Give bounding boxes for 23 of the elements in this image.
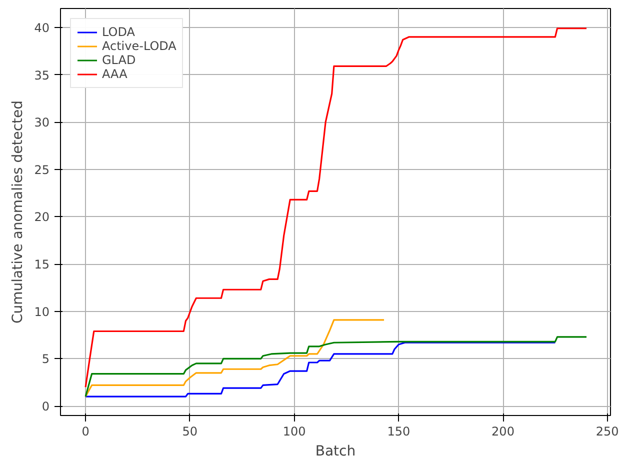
y-tick-label: 5: [42, 352, 50, 366]
x-tick-label: 100: [282, 424, 306, 438]
legend-label: GLAD: [102, 53, 136, 67]
y-axis-title: Cumulative anomalies detected: [10, 100, 26, 324]
legend-label: Active-LODA: [102, 39, 176, 53]
y-tick-label: 15: [34, 258, 50, 272]
x-tick-label: 50: [182, 424, 198, 438]
y-tick-label: 0: [42, 400, 50, 414]
line-series: [84, 28, 588, 388]
x-tick-label: 250: [596, 424, 619, 438]
y-tick-label: 10: [34, 304, 50, 319]
y-tick-label: 25: [34, 162, 50, 177]
line-series: [84, 319, 385, 398]
legend-label: LODA: [102, 25, 135, 39]
y-tick-label: 40: [34, 20, 50, 35]
y-tick-label: 30: [34, 116, 50, 130]
x-tick-label: 0: [82, 424, 90, 438]
x-tick-label: 200: [492, 424, 514, 438]
legend-label: AAA: [102, 67, 128, 81]
y-tick-label: 35: [34, 68, 50, 82]
x-tick-label: 150: [387, 424, 410, 438]
y-tick-label: 20: [34, 210, 50, 224]
x-axis-title: Batch: [315, 444, 356, 460]
